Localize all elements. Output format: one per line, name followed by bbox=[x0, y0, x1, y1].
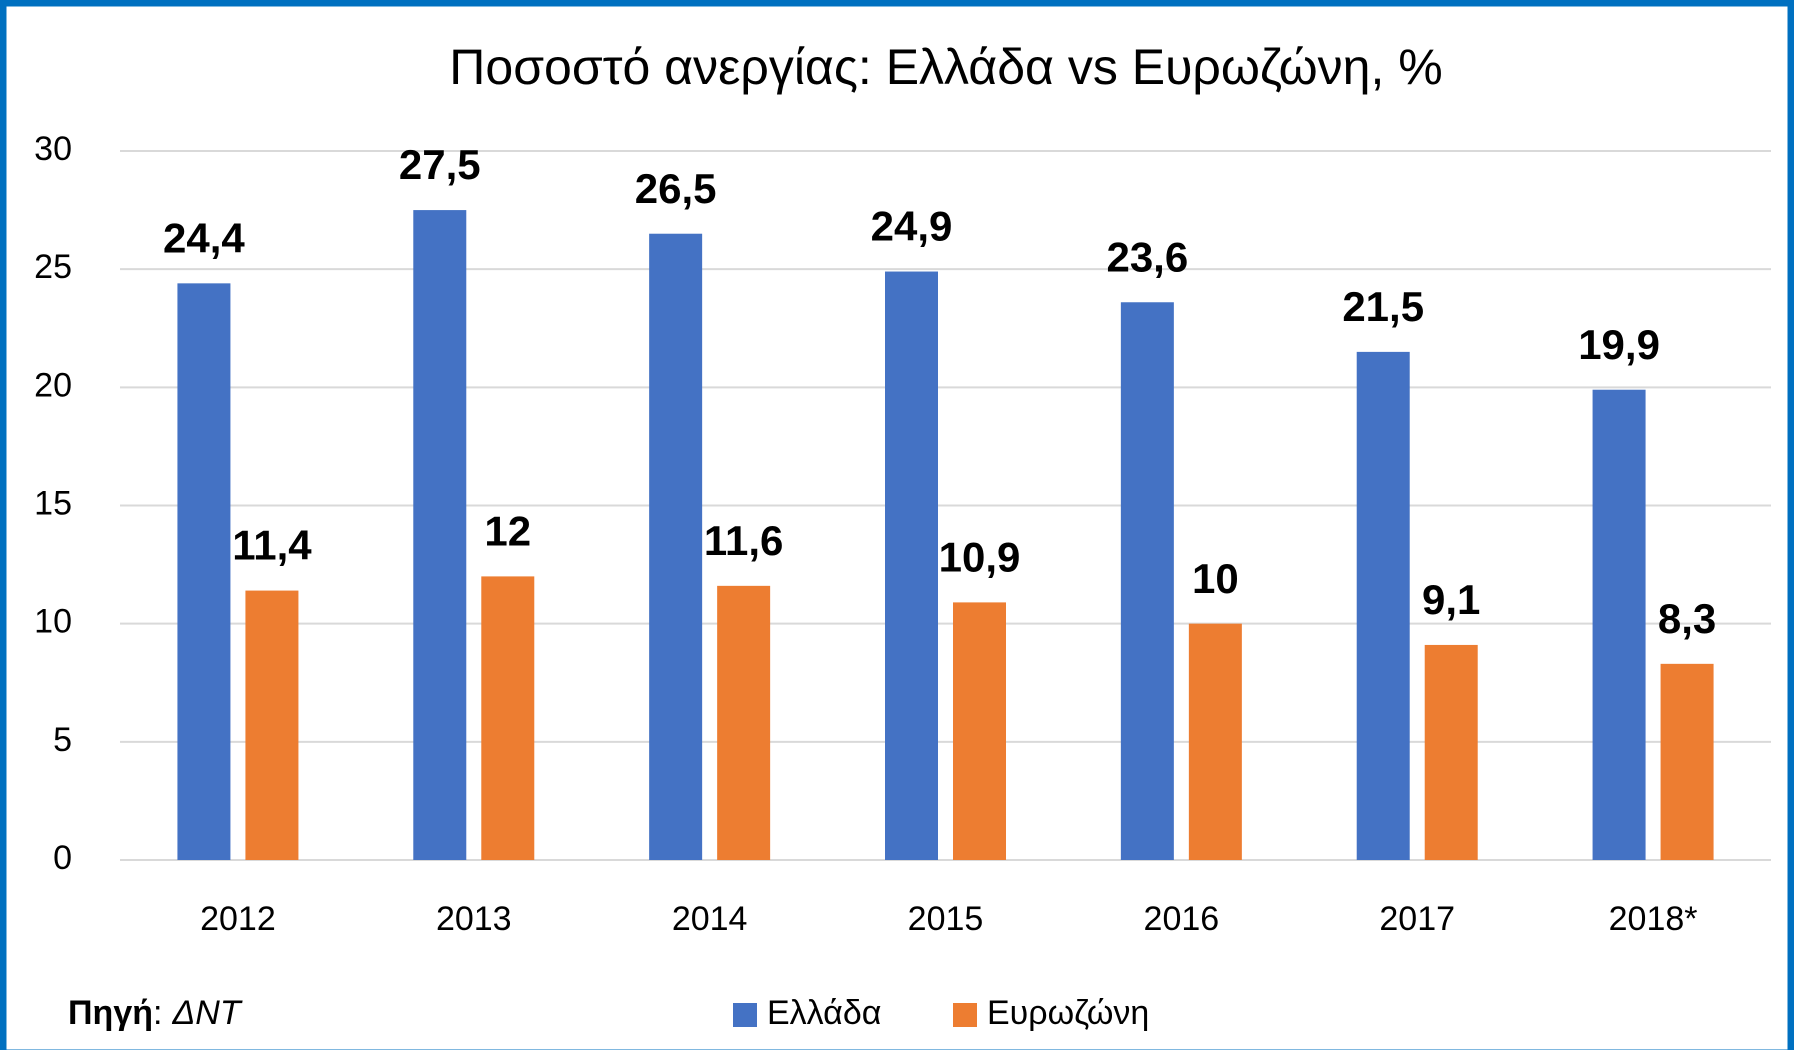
bar bbox=[1356, 351, 1410, 860]
y-tick-label: 25 bbox=[34, 248, 72, 286]
y-tick-label: 10 bbox=[34, 603, 72, 641]
legend-swatch bbox=[953, 1003, 977, 1027]
bar bbox=[1424, 644, 1478, 860]
bar bbox=[717, 585, 771, 860]
value-label: 26,5 bbox=[635, 165, 717, 212]
value-label: 11,6 bbox=[704, 517, 783, 564]
bar bbox=[1188, 623, 1242, 860]
source-separator: : bbox=[153, 994, 162, 1032]
bar bbox=[481, 576, 535, 860]
bar bbox=[413, 210, 467, 861]
value-label: 27,5 bbox=[399, 141, 481, 188]
x-tick-label: 2014 bbox=[672, 900, 748, 938]
value-label: 24,4 bbox=[163, 214, 245, 261]
y-tick-label: 20 bbox=[34, 366, 72, 404]
value-label: 10,9 bbox=[939, 533, 1021, 580]
value-label: 8,3 bbox=[1658, 595, 1716, 642]
legend-label: Ελλάδα bbox=[767, 994, 881, 1032]
value-label: 24,9 bbox=[871, 203, 953, 250]
source: Πηγή: ΔΝΤ bbox=[68, 994, 243, 1032]
source-label: Πηγή bbox=[68, 994, 153, 1032]
value-label: 23,6 bbox=[1106, 233, 1188, 280]
bar bbox=[1592, 389, 1646, 860]
value-label: 11,4 bbox=[232, 522, 312, 569]
y-tick-label: 30 bbox=[34, 130, 72, 168]
value-label: 21,5 bbox=[1342, 283, 1424, 330]
x-tick-label: 2015 bbox=[908, 900, 984, 938]
source-text: ΔΝΤ bbox=[171, 994, 242, 1032]
x-tick-label: 2012 bbox=[200, 900, 276, 938]
x-tick-label: 2017 bbox=[1379, 900, 1455, 938]
x-tick-label: 2018* bbox=[1609, 900, 1698, 938]
bar bbox=[1660, 663, 1714, 860]
bar bbox=[649, 233, 703, 860]
y-tick-label: 5 bbox=[53, 721, 72, 759]
bar bbox=[177, 283, 231, 860]
y-tick-label: 15 bbox=[34, 484, 72, 522]
x-tick-label: 2016 bbox=[1144, 900, 1220, 938]
bar bbox=[885, 271, 938, 860]
bar bbox=[953, 602, 1006, 860]
legend-swatch bbox=[733, 1003, 757, 1027]
chart-title: Ποσοστό ανεργίας: Ελλάδα vs Ευρωζώνη, % bbox=[449, 39, 1442, 95]
bar bbox=[245, 590, 299, 860]
value-label: 9,1 bbox=[1422, 576, 1480, 623]
legend-label: Ευρωζώνη bbox=[987, 994, 1149, 1032]
value-label: 12 bbox=[484, 507, 531, 554]
x-tick-label: 2013 bbox=[436, 900, 512, 938]
value-label: 10 bbox=[1192, 555, 1239, 602]
value-label: 19,9 bbox=[1578, 321, 1660, 368]
bar bbox=[1120, 302, 1174, 861]
y-tick-label: 0 bbox=[53, 839, 72, 877]
